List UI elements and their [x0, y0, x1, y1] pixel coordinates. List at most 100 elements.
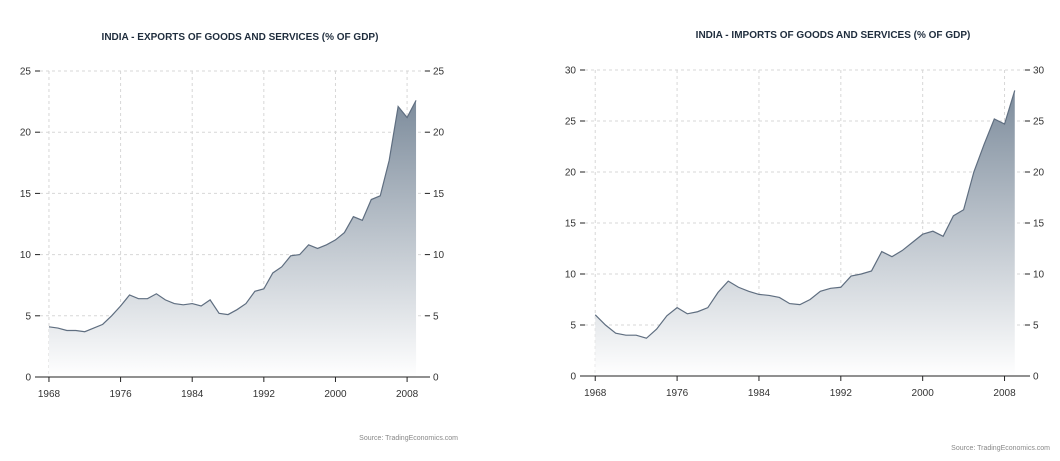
y-tick-label: 25	[565, 117, 577, 128]
y-tick-label: 25	[20, 67, 32, 78]
x-tick-label: 2008	[993, 388, 1016, 399]
exports-chart-panel: INDIA - EXPORTS OF GOODS AND SERVICES (%…	[0, 0, 470, 456]
series-line	[48, 100, 417, 333]
data-point	[840, 286, 842, 288]
x-tick-label: 1976	[109, 389, 132, 400]
x-tick-label: 2000	[324, 389, 347, 400]
data-point	[218, 312, 220, 314]
data-point	[1014, 89, 1016, 91]
data-point	[860, 273, 862, 275]
data-point	[379, 195, 381, 197]
data-point	[696, 311, 698, 313]
y-tick-label-right: 20	[433, 128, 445, 139]
data-point	[666, 315, 668, 317]
y-tick-label-right: 10	[433, 250, 445, 261]
data-point	[655, 328, 657, 330]
data-point	[921, 233, 923, 235]
x-tick-label: 1984	[181, 389, 204, 400]
chart-title: INDIA - EXPORTS OF GOODS AND SERVICES (%…	[102, 32, 379, 43]
data-point	[254, 290, 256, 292]
x-tick-label: 2008	[396, 389, 419, 400]
data-point	[768, 294, 770, 296]
data-point	[227, 313, 229, 315]
data-point	[182, 304, 184, 306]
data-point	[911, 241, 913, 243]
x-tick-label: 1976	[666, 388, 689, 399]
y-tick-label: 5	[570, 321, 576, 332]
data-point	[727, 280, 729, 282]
data-point	[594, 314, 596, 316]
data-point	[686, 313, 688, 315]
data-point	[758, 293, 760, 295]
data-point	[361, 219, 363, 221]
data-point	[829, 287, 831, 289]
y-tick-label-right: 25	[433, 67, 445, 78]
data-point	[645, 337, 647, 339]
data-point	[316, 247, 318, 249]
y-tick-label: 15	[565, 219, 577, 230]
data-point	[983, 143, 985, 145]
series-area	[595, 90, 1015, 377]
data-point	[707, 306, 709, 308]
data-point	[809, 298, 811, 300]
imports-chart: INDIA - IMPORTS OF GOODS AND SERVICES (%…	[565, 30, 1050, 452]
x-tick-label: 1992	[253, 389, 276, 400]
data-point	[952, 215, 954, 217]
x-tick-label: 1992	[830, 388, 853, 399]
data-point	[614, 332, 616, 334]
data-point	[676, 306, 678, 308]
data-point	[325, 244, 327, 246]
y-tick-label-right: 5	[433, 311, 439, 322]
data-point	[625, 334, 627, 336]
data-point	[289, 255, 291, 257]
data-point	[388, 159, 390, 161]
data-point	[406, 116, 408, 118]
y-tick-label-right: 5	[1033, 321, 1039, 332]
y-tick-label-right: 0	[1033, 372, 1039, 383]
data-point	[263, 288, 265, 290]
data-point	[146, 297, 148, 299]
series-line	[594, 90, 1016, 339]
y-tick-label-right: 0	[433, 373, 439, 384]
data-point	[1003, 123, 1005, 125]
y-tick-label-right: 20	[1033, 168, 1045, 179]
y-tick-label-right: 10	[1033, 270, 1045, 281]
source-label: Source: TradingEconomics.com	[359, 435, 458, 442]
data-point	[101, 323, 103, 325]
data-point	[850, 275, 852, 277]
data-point	[973, 171, 975, 173]
data-point	[298, 253, 300, 255]
data-point	[870, 270, 872, 272]
data-point	[352, 215, 354, 217]
data-point	[334, 239, 336, 241]
x-tick-label: 2000	[912, 388, 935, 399]
data-point	[737, 286, 739, 288]
data-point	[119, 305, 121, 307]
data-point	[191, 302, 193, 304]
data-point	[128, 294, 130, 296]
y-tick-label: 10	[20, 250, 32, 261]
data-point	[881, 250, 883, 252]
data-point	[962, 209, 964, 211]
data-point	[48, 326, 50, 328]
data-point	[209, 299, 211, 301]
data-point	[901, 249, 903, 251]
series-area	[48, 100, 417, 377]
y-tick-label-right: 30	[1033, 66, 1045, 77]
data-point	[110, 315, 112, 317]
y-tick-label: 10	[565, 270, 577, 281]
y-tick-label: 0	[25, 373, 31, 384]
data-point	[236, 308, 238, 310]
data-point	[137, 297, 139, 299]
y-tick-label: 5	[25, 311, 31, 322]
exports-chart: INDIA - EXPORTS OF GOODS AND SERVICES (%…	[20, 32, 458, 442]
data-point	[93, 327, 95, 329]
y-tick-label: 20	[565, 168, 577, 179]
data-point	[819, 290, 821, 292]
data-point	[604, 324, 606, 326]
data-point	[281, 266, 283, 268]
data-point	[66, 329, 68, 331]
data-point	[748, 290, 750, 292]
x-tick-label: 1968	[38, 389, 61, 400]
x-tick-label: 1968	[584, 388, 607, 399]
